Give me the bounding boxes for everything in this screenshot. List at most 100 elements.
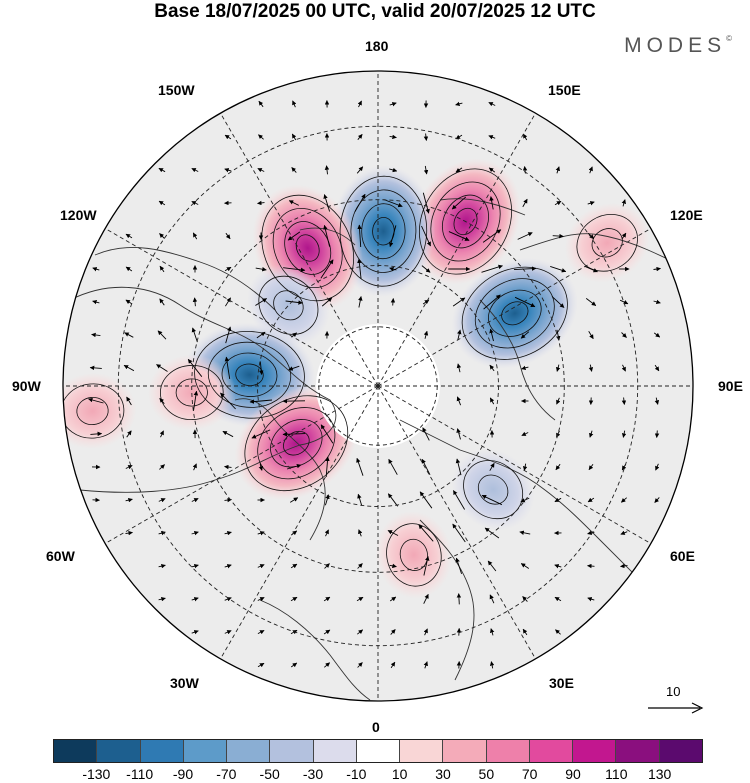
lon-label-180: 180 [365, 38, 389, 54]
wind-arrow-icon [488, 167, 496, 173]
wind-vectors [88, 100, 661, 669]
anomaly-contour [63, 383, 125, 439]
wind-arrow-icon [387, 493, 399, 507]
wind-arrow-icon [423, 593, 429, 604]
colorbar-tick-label: 10 [391, 766, 408, 782]
wind-arrow-icon [388, 458, 398, 475]
wind-arrow-icon [388, 225, 397, 248]
wind-arrow-icon [191, 597, 199, 602]
wind-arrow-icon [555, 166, 560, 174]
colorbar-segment [616, 740, 660, 762]
wind-arrow-icon [456, 396, 462, 406]
wind-arrow-icon [320, 259, 334, 279]
wind-arrow-icon [257, 200, 265, 206]
wind-arrow-icon [554, 564, 562, 569]
wind-arrow-icon [357, 100, 362, 108]
wind-arrow-icon [389, 266, 397, 272]
wind-arrow-icon [125, 299, 133, 305]
anomaly-contour [272, 207, 343, 289]
wind-arrow-icon [554, 497, 562, 503]
wind-arrow-icon [587, 497, 595, 503]
wind-arrow-icon [257, 662, 265, 668]
wind-arrow-icon [489, 196, 494, 210]
anomaly-contour [453, 207, 478, 236]
anomaly-contour [244, 395, 349, 492]
wind-arrow-icon [89, 365, 102, 371]
wind-arrow-icon [126, 430, 132, 438]
anomaly-contour [261, 194, 355, 302]
wind-arrow-icon [451, 196, 467, 210]
wind-arrow-icon [422, 427, 430, 441]
map-border [62, 70, 694, 702]
anomaly-contour [399, 538, 428, 571]
wind-arrow-icon [124, 332, 134, 338]
wind-arrow-icon [191, 563, 199, 569]
wind-arrow-icon [325, 456, 330, 478]
wind-arrow-icon [357, 662, 363, 668]
wind-arrow-icon [390, 629, 396, 635]
wind-arrow-icon [514, 296, 536, 308]
wind-arrow-icon [324, 529, 329, 537]
wind-arrow-icon [159, 464, 165, 470]
wind-arrow-icon [421, 458, 431, 476]
wind-arrow-icon [255, 267, 267, 272]
brand-logo: MODES© [624, 34, 732, 58]
wind-arrow-icon [125, 530, 133, 536]
wind-arrow-icon [224, 630, 232, 635]
coastlines [69, 198, 691, 701]
anomaly-contour [350, 189, 417, 273]
reference-arrow-icon [648, 702, 704, 714]
wind-arrow-icon [354, 193, 366, 213]
wind-arrow-icon [320, 424, 334, 444]
colorbar-segment [443, 740, 487, 762]
wind-arrow-icon [621, 199, 627, 207]
anomaly-contour [258, 275, 319, 335]
wind-arrow-icon [522, 133, 528, 141]
anomaly-contour [361, 203, 406, 260]
wind-arrow-icon [584, 265, 598, 273]
wind-arrow-icon [290, 596, 298, 602]
wind-arrow-icon [621, 232, 627, 240]
wind-arrow-icon [423, 165, 429, 175]
wind-arrow-icon [282, 432, 306, 437]
wind-arrow-icon [156, 364, 168, 372]
map-disc [63, 71, 693, 701]
wind-arrow-icon [291, 133, 297, 141]
reference-vector-label: 10 [666, 684, 681, 699]
lon-label-60e: 60E [670, 548, 695, 564]
lon-label-90e: 90E [718, 378, 743, 394]
wind-arrow-icon [455, 167, 463, 173]
wind-arrow-icon [654, 430, 660, 438]
wind-arrow-icon [389, 563, 397, 569]
wind-arrow-icon [588, 166, 593, 174]
wind-arrow-icon [224, 597, 232, 602]
wind-arrow-icon [520, 331, 530, 339]
wind-arrow-icon [158, 563, 166, 569]
wind-arrow-icon [517, 232, 533, 240]
wind-arrow-icon [258, 134, 264, 140]
meridian-line [377, 385, 652, 544]
anomaly-contour [273, 290, 304, 321]
colorbar-segment [400, 740, 444, 762]
wind-arrow-icon [489, 397, 495, 405]
wind-arrow-icon [159, 265, 165, 273]
wind-arrow-icon [191, 201, 199, 206]
wind-arrow-icon [489, 462, 495, 471]
colorbar-ticks: -130 -110 -90 -70 -50 -30 -10 10 30 50 70 90 110 130 [53, 765, 703, 783]
wind-arrow-icon [423, 661, 428, 669]
anomaly-contour [339, 175, 428, 287]
wind-arrow-icon [448, 231, 470, 241]
wind-arrow-icon [489, 328, 494, 342]
wind-arrow-icon [519, 530, 531, 535]
wind-arrow-icon [357, 629, 364, 635]
lon-label-150w: 150W [158, 82, 195, 98]
wind-arrow-icon [356, 457, 364, 476]
wind-arrow-icon [125, 465, 133, 470]
wind-arrow-icon [192, 297, 198, 307]
anomaly-contour [76, 396, 109, 426]
lon-label-60w: 60W [46, 548, 75, 564]
colorbar-segment [227, 740, 271, 762]
wind-arrow-icon [323, 596, 331, 602]
wind-arrow-icon [225, 232, 231, 240]
anomaly-contour [386, 523, 442, 587]
